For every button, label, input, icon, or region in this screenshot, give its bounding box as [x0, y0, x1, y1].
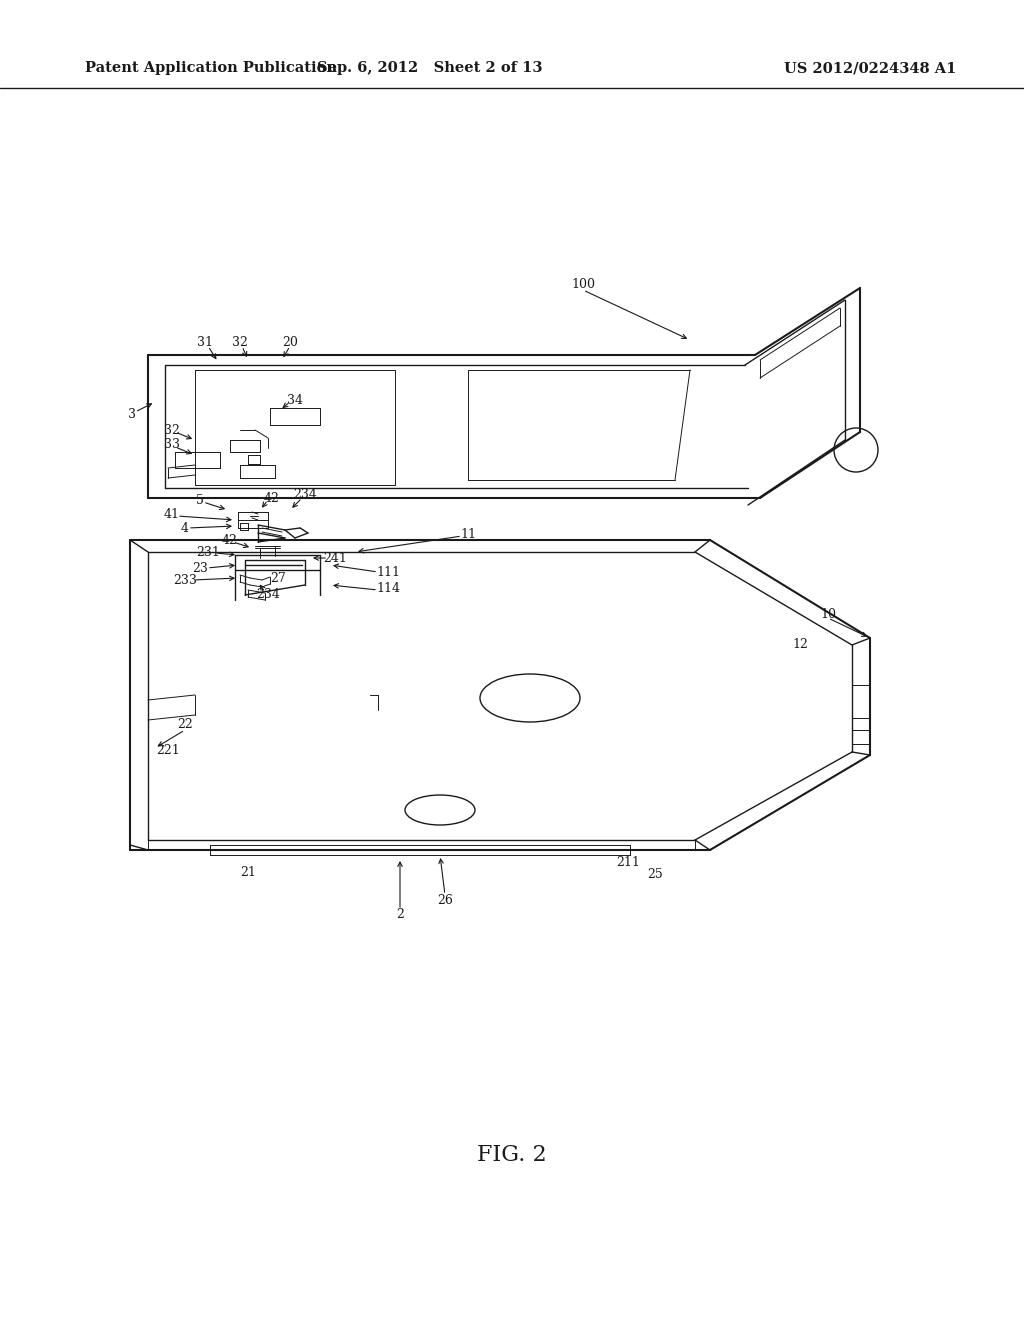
Text: 21: 21: [240, 866, 256, 879]
Text: 34: 34: [287, 393, 303, 407]
Text: 10: 10: [820, 609, 836, 622]
Text: 211: 211: [616, 855, 640, 869]
Text: 33: 33: [164, 438, 180, 451]
Text: 32: 32: [164, 424, 180, 437]
Text: 241: 241: [323, 552, 347, 565]
Text: 26: 26: [437, 894, 453, 907]
Text: 11: 11: [460, 528, 476, 541]
Text: 12: 12: [792, 639, 808, 652]
Text: Sep. 6, 2012   Sheet 2 of 13: Sep. 6, 2012 Sheet 2 of 13: [317, 61, 543, 75]
Text: 41: 41: [164, 508, 180, 521]
Text: 221: 221: [156, 743, 180, 756]
Text: 100: 100: [571, 279, 595, 292]
Text: 233: 233: [173, 573, 197, 586]
Text: 31: 31: [197, 335, 213, 348]
Text: 42: 42: [264, 491, 280, 504]
Text: 231: 231: [196, 546, 220, 560]
Text: 3: 3: [128, 408, 136, 421]
Text: 2: 2: [396, 908, 403, 921]
Text: 22: 22: [177, 718, 193, 731]
Text: 111: 111: [376, 565, 400, 578]
Text: US 2012/0224348 A1: US 2012/0224348 A1: [783, 61, 956, 75]
Text: FIG. 2: FIG. 2: [477, 1144, 547, 1166]
Text: 114: 114: [376, 582, 400, 594]
Text: 23: 23: [193, 561, 208, 574]
Text: 234: 234: [256, 589, 280, 602]
Text: 42: 42: [222, 533, 238, 546]
Text: 25: 25: [647, 869, 663, 882]
Text: Patent Application Publication: Patent Application Publication: [85, 61, 337, 75]
Text: 4: 4: [181, 521, 189, 535]
Text: 20: 20: [282, 335, 298, 348]
Text: 5: 5: [196, 494, 204, 507]
Text: 234: 234: [293, 488, 317, 502]
Text: 32: 32: [232, 335, 248, 348]
Text: 27: 27: [270, 572, 286, 585]
